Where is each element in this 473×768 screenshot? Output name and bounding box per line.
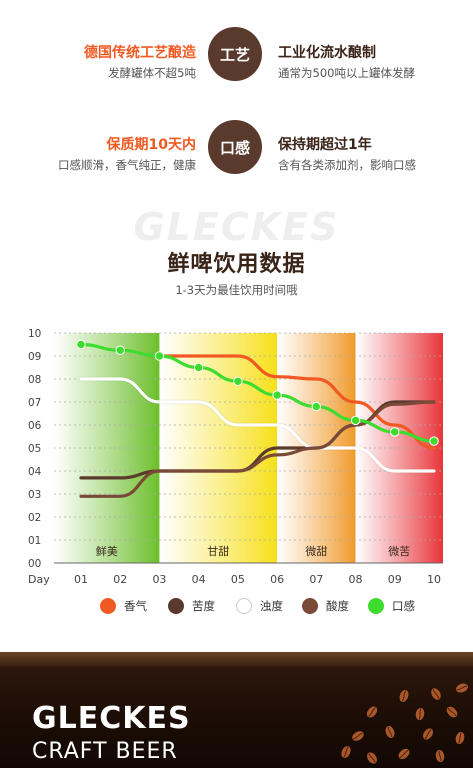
left-subtitle: 口感顺滑，香气纯正，健康 bbox=[58, 158, 196, 172]
footer-banner: GLECKES CRAFT BEER bbox=[0, 652, 473, 768]
zone-band bbox=[54, 333, 160, 563]
comparison-left: 德国传统工艺酿造 发酵罐体不超5吨 bbox=[84, 44, 196, 81]
left-title: 德国传统工艺酿造 bbox=[84, 45, 196, 61]
coffee-bean-icon bbox=[415, 707, 425, 721]
y-tick-label: 03 bbox=[28, 489, 41, 501]
y-tick-label: 00 bbox=[28, 558, 41, 570]
legend-swatch bbox=[302, 598, 318, 614]
series-point bbox=[154, 351, 165, 361]
legend-swatch bbox=[236, 598, 252, 614]
zone-label: 微甜 bbox=[305, 544, 327, 558]
footer-brand-subtitle: CRAFT BEER bbox=[32, 739, 178, 764]
coffee-bean-icon bbox=[399, 689, 409, 703]
coffee-bean-icon bbox=[398, 748, 410, 760]
x-tick-label: 06 bbox=[270, 573, 284, 586]
coffee-bean-icon bbox=[455, 731, 465, 745]
x-tick-label: 02 bbox=[113, 573, 127, 586]
x-tick-label: 10 bbox=[427, 573, 441, 586]
comparison-left: 保质期10天内 口感顺滑，香气纯正，健康 bbox=[58, 136, 196, 173]
zone-label: 甘甜 bbox=[207, 545, 229, 558]
freshness-line-chart: 鲜美 甘甜 微甜 微苦 00 01 02 03 04 05 06 07 08 09 10 Day 01 02 03… bbox=[28, 328, 443, 586]
x-tick-label: 09 bbox=[388, 573, 402, 586]
series-point bbox=[233, 376, 243, 386]
series-line bbox=[79, 377, 436, 473]
y-tick-label: 10 bbox=[28, 328, 41, 340]
chart-legend: 香气 苦度 浊度 酸度 口感 bbox=[0, 598, 473, 618]
series-point bbox=[311, 401, 322, 412]
brand-watermark: GLECKES bbox=[133, 205, 340, 249]
chart-subtitle: 1-3天为最佳饮用时间哦 bbox=[175, 283, 298, 297]
series-point bbox=[429, 436, 439, 446]
right-title: 保持期超过1年 bbox=[278, 137, 372, 153]
series-point bbox=[272, 390, 282, 400]
coffee-bean-icon bbox=[352, 731, 364, 741]
footer-brand-name: GLECKES bbox=[32, 701, 191, 736]
x-tick-label: 04 bbox=[192, 573, 206, 586]
legend-swatch bbox=[368, 598, 384, 614]
legend-label: 口感 bbox=[392, 599, 415, 613]
y-tick-label: 07 bbox=[28, 397, 41, 409]
legend-item: 苦度 bbox=[168, 598, 215, 614]
right-title: 工业化流水酿制 bbox=[278, 45, 376, 61]
comparison-right: 工业化流水酿制 通常为500吨以上罐体发酵 bbox=[278, 44, 415, 81]
series-point bbox=[350, 415, 361, 426]
coffee-bean-icon bbox=[446, 706, 458, 718]
zone-label: 鲜美 bbox=[96, 544, 118, 558]
legend-label: 浊度 bbox=[260, 599, 283, 613]
legend-swatch bbox=[168, 598, 184, 614]
coffee-bean-icon bbox=[385, 725, 395, 739]
coffee-beans-decoration bbox=[341, 683, 469, 764]
series-line bbox=[157, 354, 436, 450]
x-tick-label: 08 bbox=[349, 573, 363, 586]
legend-label: 香气 bbox=[124, 599, 147, 613]
left-subtitle: 发酵罐体不超5吨 bbox=[108, 66, 196, 80]
y-tick-label: 02 bbox=[28, 512, 41, 524]
series-line bbox=[79, 342, 436, 443]
right-subtitle: 含有各类添加剂，影响口感 bbox=[278, 158, 416, 172]
coffee-bean-icon bbox=[431, 688, 441, 700]
legend-item: 香气 bbox=[100, 598, 147, 614]
legend-item: 口感 bbox=[368, 598, 415, 614]
left-title: 保质期10天内 bbox=[106, 137, 196, 153]
badge-taste: 口感 bbox=[208, 120, 262, 174]
legend-label: 酸度 bbox=[326, 599, 349, 613]
y-tick-label: 06 bbox=[28, 420, 42, 432]
legend-item: 浊度 bbox=[236, 598, 283, 614]
y-tick-label: 08 bbox=[28, 374, 41, 386]
series-point bbox=[390, 427, 400, 437]
coffee-bean-icon bbox=[366, 706, 378, 718]
x-axis-title: Day bbox=[28, 573, 50, 586]
coffee-bean-icon bbox=[455, 683, 469, 693]
series-point bbox=[115, 345, 125, 355]
x-tick-label: 05 bbox=[231, 573, 245, 586]
coffee-bean-icon bbox=[423, 728, 433, 740]
y-tick-label: 01 bbox=[28, 535, 41, 547]
y-tick-label: 09 bbox=[28, 351, 41, 363]
series-point bbox=[193, 362, 204, 373]
comparison-row-craft: 德国传统工艺酿造 发酵罐体不超5吨 工艺 工业化流水酿制 通常为500吨以上罐体… bbox=[0, 27, 473, 112]
x-tick-label: 03 bbox=[152, 573, 166, 586]
comparison-row-taste: 保质期10天内 口感顺滑，香气纯正，健康 口感 保持期超过1年 含有各类添加剂，… bbox=[0, 120, 473, 206]
chart-title: 鲜啤饮用数据 bbox=[167, 252, 306, 277]
badge-craft: 工艺 bbox=[208, 27, 262, 81]
y-tick-label: 05 bbox=[28, 443, 41, 455]
footer-top-band bbox=[0, 652, 473, 666]
coffee-bean-icon bbox=[341, 746, 351, 758]
y-tick-label: 04 bbox=[28, 466, 42, 478]
legend-swatch bbox=[100, 598, 116, 614]
coffee-bean-icon bbox=[367, 752, 377, 764]
legend-item: 酸度 bbox=[302, 598, 349, 614]
x-tick-label: 07 bbox=[309, 573, 323, 586]
legend-label: 苦度 bbox=[192, 599, 215, 613]
coffee-bean-icon bbox=[435, 749, 445, 763]
series-point bbox=[76, 339, 86, 350]
zone-label: 微苦 bbox=[388, 544, 410, 558]
comparison-right: 保持期超过1年 含有各类添加剂，影响口感 bbox=[278, 136, 416, 173]
series-line bbox=[79, 400, 436, 498]
x-tick-label: 01 bbox=[74, 573, 88, 586]
right-subtitle: 通常为500吨以上罐体发酵 bbox=[278, 66, 415, 80]
